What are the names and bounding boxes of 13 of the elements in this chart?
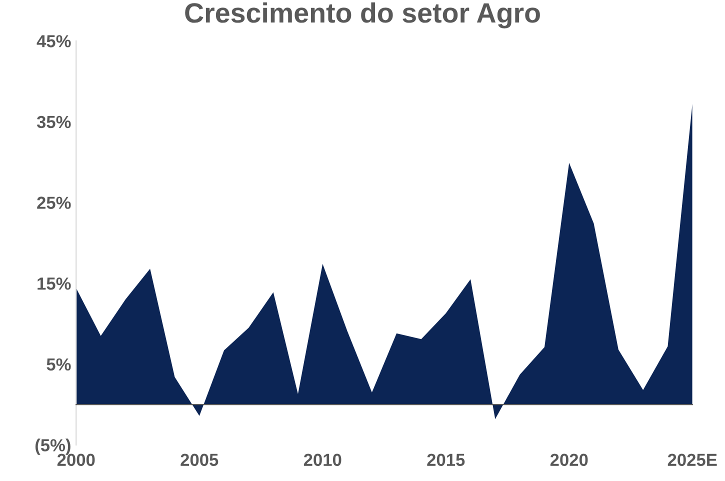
y-tick-label: 25% [37,196,71,209]
x-tick-label: 2000 [57,454,95,466]
y-tick-label: 15% [38,278,71,290]
x-tick-label: 2010 [304,454,342,466]
y-tick-label: 45% [36,35,71,48]
y-tick-label: 35% [36,116,71,128]
x-tick-label: 2015 [427,454,465,466]
chart-title: Crescimento do setor Agro [185,2,540,28]
y-tick-label: (5%) [35,438,70,455]
x-tick-label: 2025E [668,454,717,466]
y-tick-label: 5% [46,358,71,371]
x-tick-label: 2020 [550,454,588,466]
x-tick-label: 2005 [180,454,218,466]
